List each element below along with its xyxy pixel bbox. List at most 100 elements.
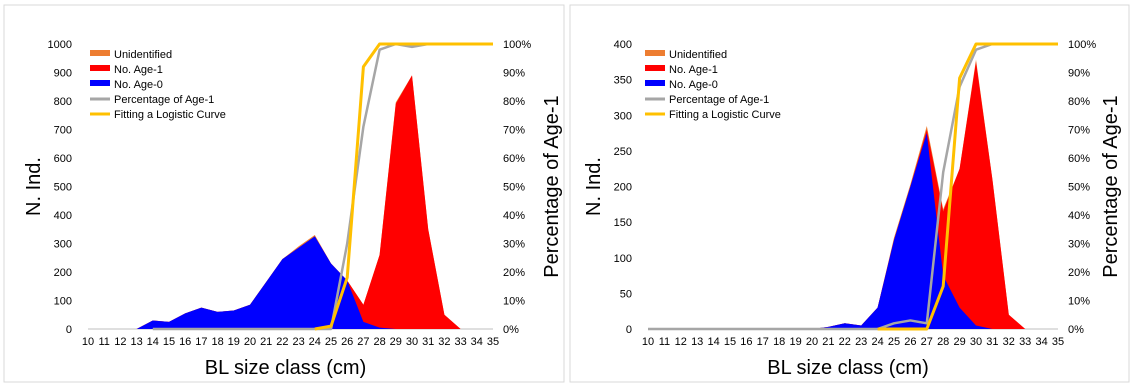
x-tick-label: 21 bbox=[822, 336, 834, 348]
y-tick-label: 700 bbox=[54, 125, 72, 137]
x-tick-label: 26 bbox=[904, 336, 916, 348]
y-axis-title: N. Ind. bbox=[23, 157, 45, 216]
x-tick-label: 24 bbox=[309, 336, 321, 348]
y-tick-label: 250 bbox=[614, 146, 632, 158]
y2-tick-label: 80% bbox=[503, 96, 525, 108]
x-tick-label: 16 bbox=[740, 336, 752, 348]
y2-tick-label: 20% bbox=[503, 267, 525, 279]
x-tick-label: 21 bbox=[260, 336, 272, 348]
x-tick-label: 18 bbox=[773, 336, 785, 348]
y-tick-label: 200 bbox=[614, 182, 632, 194]
line-fitting-a-logistic-curve bbox=[877, 42, 1058, 331]
legend-swatch bbox=[90, 65, 110, 71]
x-tick-label: 13 bbox=[691, 336, 703, 348]
legend-swatch bbox=[645, 50, 665, 56]
y2-tick-label: 70% bbox=[503, 125, 525, 137]
x-tick-label: 33 bbox=[1019, 336, 1031, 348]
x-tick-label: 14 bbox=[707, 336, 719, 348]
y2-tick-label: 0% bbox=[503, 324, 519, 336]
y2-tick-label: 90% bbox=[503, 68, 525, 80]
x-tick-label: 30 bbox=[406, 336, 418, 348]
x-tick-label: 35 bbox=[487, 336, 499, 348]
y-tick-label: 600 bbox=[54, 153, 72, 165]
x-tick-label: 30 bbox=[970, 336, 982, 348]
x-tick-label: 10 bbox=[82, 336, 94, 348]
x-tick-label: 20 bbox=[244, 336, 256, 348]
area-no-age-0 bbox=[88, 236, 493, 329]
legend-label: Fitting a Logistic Curve bbox=[114, 109, 226, 121]
x-tick-label: 34 bbox=[471, 336, 483, 348]
x-tick-label: 27 bbox=[357, 336, 369, 348]
x-tick-label: 15 bbox=[724, 336, 736, 348]
y-tick-label: 1000 bbox=[48, 39, 72, 51]
legend-swatch bbox=[90, 50, 110, 56]
x-tick-label: 25 bbox=[888, 336, 900, 348]
y2-tick-label: 60% bbox=[1068, 153, 1090, 165]
x-tick-label: 11 bbox=[98, 336, 109, 348]
y-tick-label: 300 bbox=[54, 239, 72, 251]
legend-swatch bbox=[645, 65, 665, 71]
x-tick-label: 19 bbox=[789, 336, 801, 348]
y-tick-label: 900 bbox=[54, 68, 72, 80]
y-tick-label: 300 bbox=[614, 110, 632, 122]
x-tick-label: 27 bbox=[921, 336, 933, 348]
y2-tick-label: 80% bbox=[1068, 96, 1090, 108]
x-tick-label: 29 bbox=[953, 336, 965, 348]
y2-tick-label: 50% bbox=[1068, 182, 1090, 194]
y2-tick-label: 100% bbox=[1068, 39, 1096, 51]
x-tick-label: 26 bbox=[341, 336, 353, 348]
y2-tick-label: 20% bbox=[1068, 267, 1090, 279]
y2-axis-title: Percentage of Age-1 bbox=[541, 95, 563, 277]
legend-label: No. Age-0 bbox=[114, 79, 163, 91]
y-tick-label: 200 bbox=[54, 267, 72, 279]
legend-swatch bbox=[645, 80, 665, 86]
x-tick-label: 28 bbox=[373, 336, 385, 348]
y2-tick-label: 50% bbox=[503, 182, 525, 194]
legend-label: Fitting a Logistic Curve bbox=[669, 109, 781, 121]
area-no-age-1 bbox=[648, 61, 1058, 329]
x-tick-label: 14 bbox=[147, 336, 159, 348]
x-tick-label: 11 bbox=[659, 336, 670, 348]
y2-tick-label: 30% bbox=[1068, 239, 1090, 251]
y-tick-label: 100 bbox=[54, 296, 72, 308]
legend-label: Percentage of Age-1 bbox=[669, 94, 769, 106]
y2-tick-label: 0% bbox=[1068, 324, 1084, 336]
y2-tick-label: 100% bbox=[503, 39, 531, 51]
legend-label: Percentage of Age-1 bbox=[114, 94, 214, 106]
x-tick-label: 23 bbox=[855, 336, 867, 348]
x-tick-label: 25 bbox=[325, 336, 337, 348]
y2-tick-label: 40% bbox=[503, 210, 525, 222]
x-tick-label: 15 bbox=[163, 336, 175, 348]
x-tick-label: 18 bbox=[211, 336, 223, 348]
x-tick-label: 16 bbox=[179, 336, 191, 348]
x-tick-label: 20 bbox=[806, 336, 818, 348]
chart-panel-2: 0 50 100 150 200 250 300 350 400 0% 10% 20% 30% 40% 50… bbox=[583, 39, 1122, 379]
chart-panel-1: 0 100 200 300 400 500 600 700 800 900 1000 0% 10% 20%… bbox=[23, 39, 563, 379]
legend-label: No. Age-1 bbox=[669, 64, 718, 76]
x-tick-label: 29 bbox=[390, 336, 402, 348]
y-tick-label: 350 bbox=[614, 75, 632, 87]
y-tick-label: 0 bbox=[626, 324, 632, 336]
x-tick-label: 23 bbox=[292, 336, 304, 348]
x-tick-label: 28 bbox=[937, 336, 949, 348]
x-tick-label: 34 bbox=[1035, 336, 1047, 348]
y2-tick-label: 90% bbox=[1068, 68, 1090, 80]
y-tick-label: 800 bbox=[54, 96, 72, 108]
x-tick-label: 31 bbox=[422, 336, 434, 348]
x-tick-label: 22 bbox=[276, 336, 288, 348]
x-tick-label: 17 bbox=[195, 336, 207, 348]
y-tick-label: 50 bbox=[620, 288, 632, 300]
line-fitting-a-logistic-curve bbox=[314, 42, 493, 331]
x-axis-title: BL size class (cm) bbox=[767, 357, 929, 379]
y-axis-title: N. Ind. bbox=[583, 157, 605, 216]
y-tick-label: 400 bbox=[54, 210, 72, 222]
y2-tick-label: 60% bbox=[503, 153, 525, 165]
y-tick-label: 100 bbox=[614, 253, 632, 265]
y-tick-label: 500 bbox=[54, 182, 72, 194]
x-tick-label: 17 bbox=[757, 336, 769, 348]
x-tick-label: 12 bbox=[675, 336, 687, 348]
x-tick-label: 32 bbox=[1003, 336, 1015, 348]
x-tick-label: 33 bbox=[454, 336, 466, 348]
